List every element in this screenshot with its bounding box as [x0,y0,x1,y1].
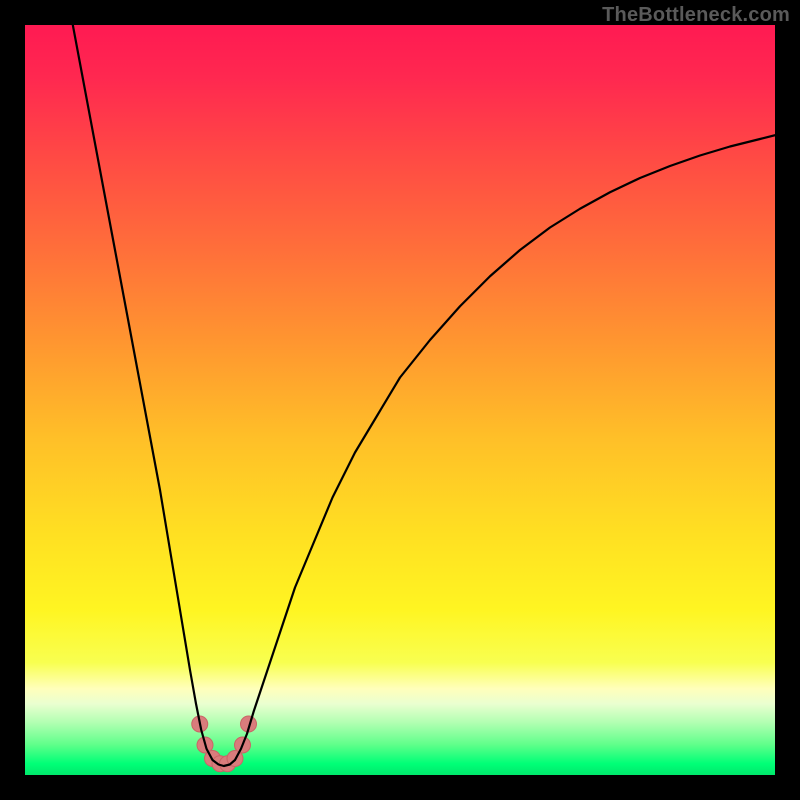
chart-frame: TheBottleneck.com [0,0,800,800]
watermark-text: TheBottleneck.com [602,4,790,27]
chart-svg [0,0,800,800]
